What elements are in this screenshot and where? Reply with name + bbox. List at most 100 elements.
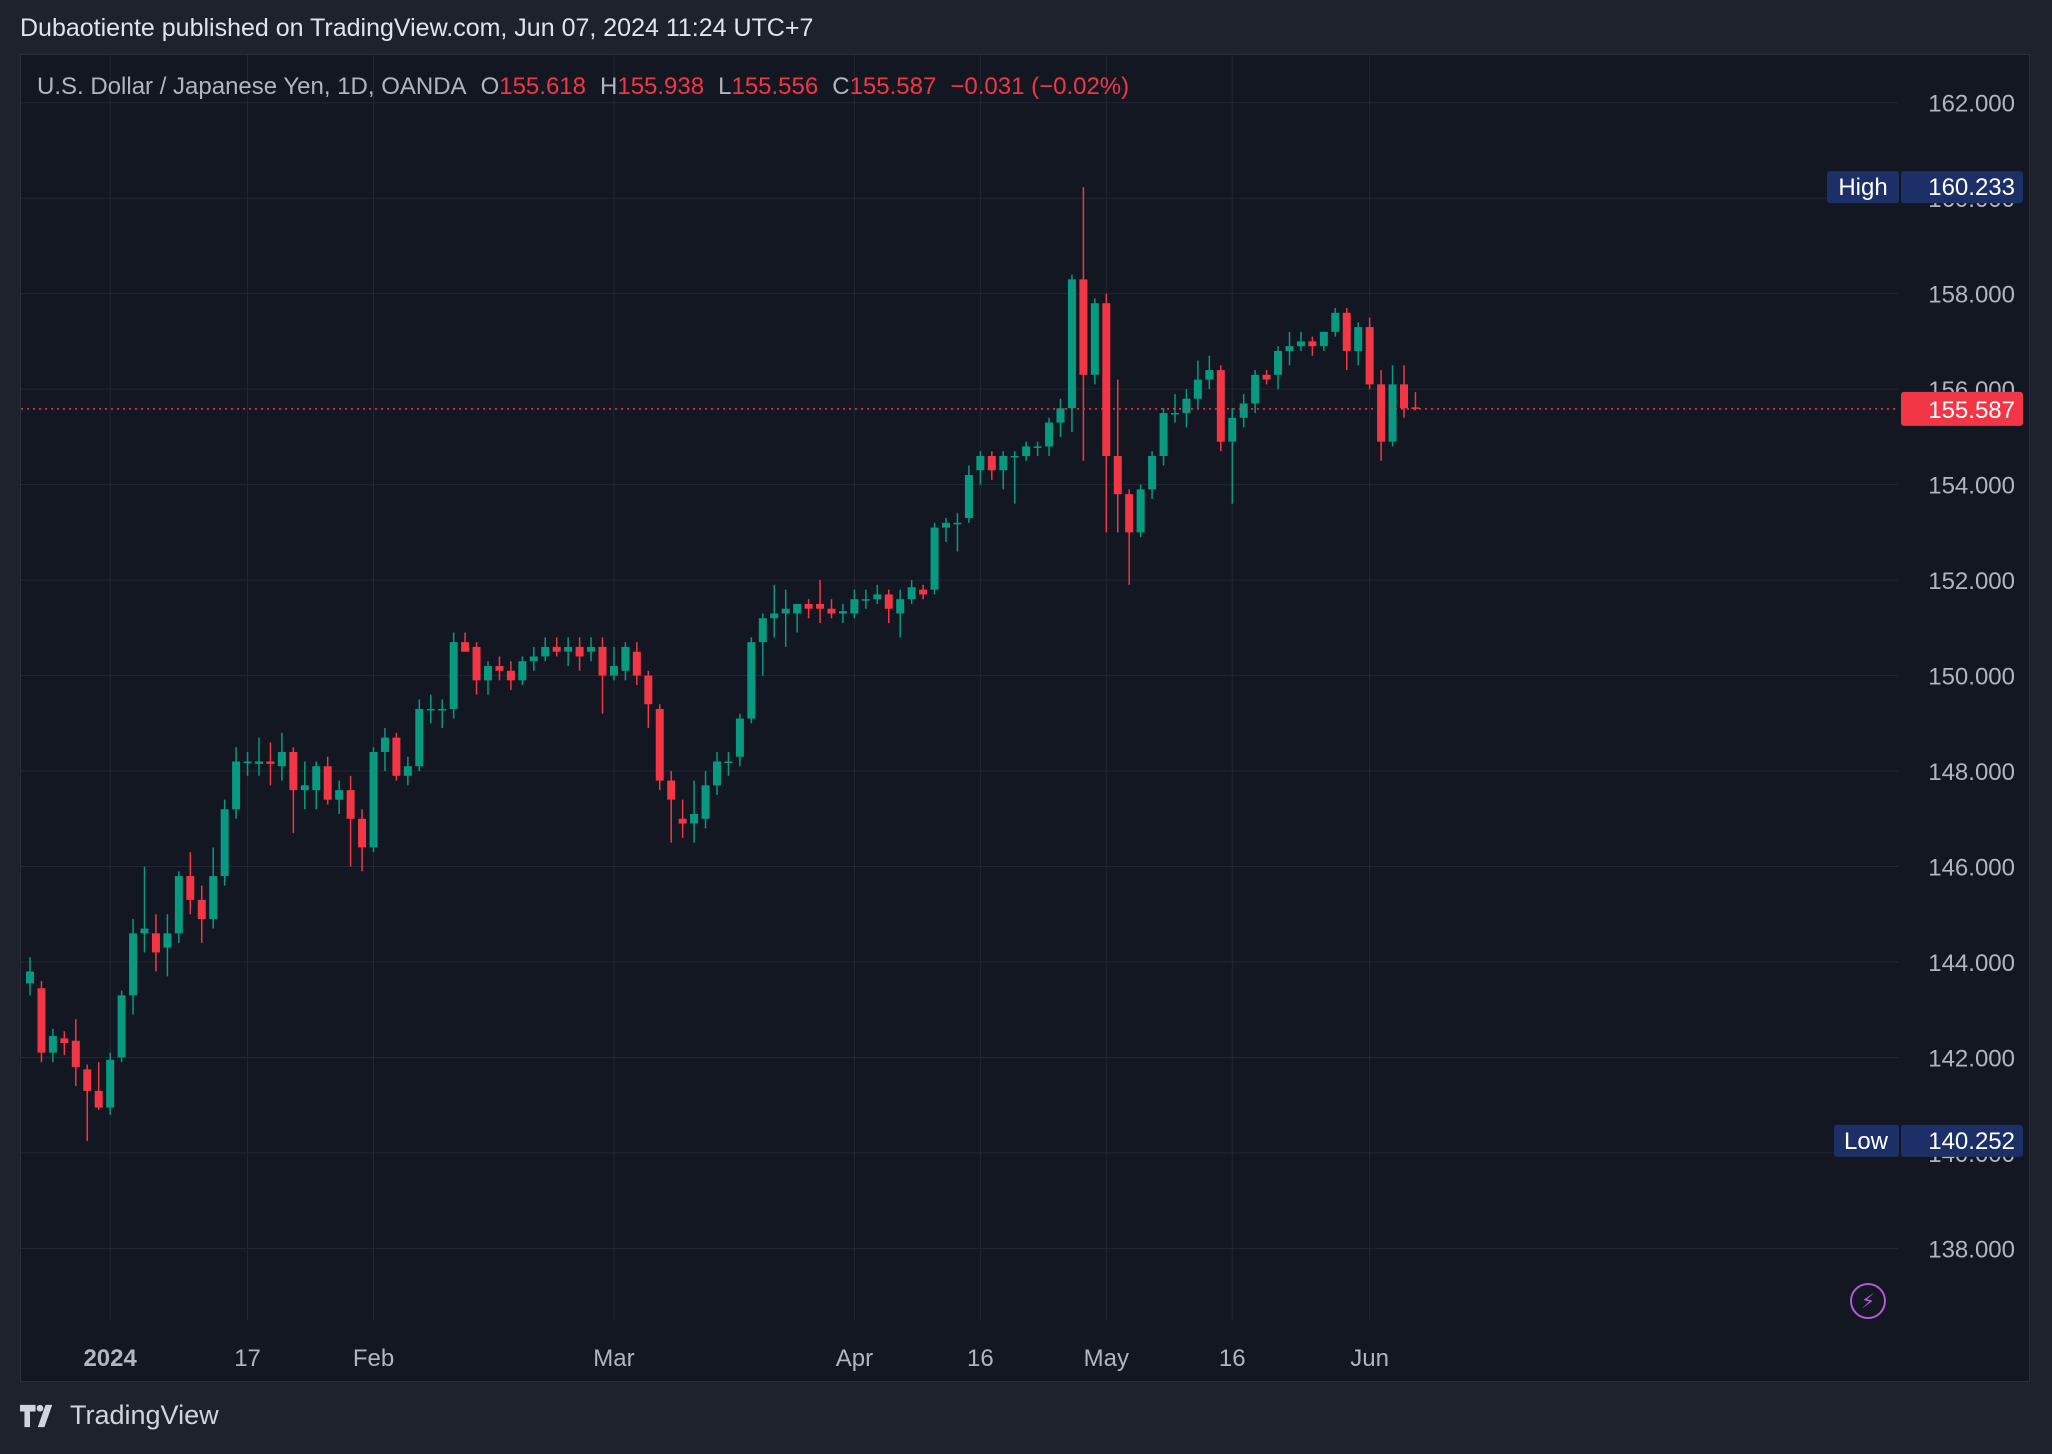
candle-body[interactable] xyxy=(987,455,996,471)
candle-body[interactable] xyxy=(609,666,618,676)
candle-body[interactable] xyxy=(1113,455,1122,495)
candle-body[interactable] xyxy=(1010,455,1019,458)
candle-body[interactable] xyxy=(735,718,744,757)
candle-body[interactable] xyxy=(678,818,687,824)
candle-body[interactable] xyxy=(1171,413,1179,415)
candle-body[interactable] xyxy=(1148,455,1157,490)
candle-body[interactable] xyxy=(426,708,435,711)
candle-body[interactable] xyxy=(1159,413,1168,456)
candle-body[interactable] xyxy=(1365,327,1374,385)
candle-body[interactable] xyxy=(449,642,458,709)
candle-body[interactable] xyxy=(1125,494,1134,533)
candle-body[interactable] xyxy=(1331,312,1340,332)
candle-body[interactable] xyxy=(701,785,710,819)
candle-body[interactable] xyxy=(71,1040,80,1067)
candle-body[interactable] xyxy=(1136,489,1145,533)
candle-body[interactable] xyxy=(129,933,138,996)
candle-body[interactable] xyxy=(1239,403,1248,418)
candle-body[interactable] xyxy=(140,928,149,934)
candle-body[interactable] xyxy=(518,661,527,681)
candle-body[interactable] xyxy=(1274,350,1283,375)
candle-body[interactable] xyxy=(1377,384,1386,442)
candle-body[interactable] xyxy=(541,646,550,657)
footer-brand[interactable]: TradingView xyxy=(20,1400,219,1431)
candle-body[interactable] xyxy=(461,642,470,652)
candle-body[interactable] xyxy=(60,1038,69,1044)
candle-body[interactable] xyxy=(1193,379,1202,399)
candle-body[interactable] xyxy=(1262,374,1271,380)
candle-body[interactable] xyxy=(48,1035,57,1053)
candle-body[interactable] xyxy=(312,766,321,791)
candle-body[interactable] xyxy=(724,761,733,763)
candle-body[interactable] xyxy=(484,666,492,681)
candle-body[interactable] xyxy=(598,646,607,676)
candle-body[interactable] xyxy=(827,608,836,614)
candle-body[interactable] xyxy=(232,761,241,810)
candle-body[interactable] xyxy=(1388,384,1397,442)
candle-body[interactable] xyxy=(850,599,859,614)
candle-body[interactable] xyxy=(816,603,825,609)
candle-body[interactable] xyxy=(1400,384,1408,409)
candle-body[interactable] xyxy=(1033,446,1042,448)
candle-body[interactable] xyxy=(94,1090,103,1108)
candle-body[interactable] xyxy=(37,988,46,1053)
candle-body[interactable] xyxy=(403,766,412,776)
candle-body[interactable] xyxy=(1285,346,1294,351)
candle-body[interactable] xyxy=(1354,327,1363,351)
candle-body[interactable] xyxy=(1067,279,1076,409)
candle-body[interactable] xyxy=(999,455,1008,471)
candle-body[interactable] xyxy=(1090,303,1099,375)
candle-body[interactable] xyxy=(1319,331,1328,347)
candle-body[interactable] xyxy=(907,587,916,600)
candle-body[interactable] xyxy=(186,876,195,900)
candle-body[interactable] xyxy=(506,670,515,681)
candle-body[interactable] xyxy=(323,766,332,800)
candle-body[interactable] xyxy=(1411,407,1420,409)
candle-body[interactable] xyxy=(930,527,939,590)
candle-body[interactable] xyxy=(953,522,962,525)
candle-body[interactable] xyxy=(758,618,767,643)
candle-body[interactable] xyxy=(392,737,401,776)
candle-body[interactable] xyxy=(873,594,882,600)
candle-body[interactable] xyxy=(655,708,664,781)
candle-body[interactable] xyxy=(472,646,481,681)
candle-body[interactable] xyxy=(83,1069,92,1091)
candle-body[interactable] xyxy=(747,642,756,719)
candle-body[interactable] xyxy=(1182,398,1191,414)
candle-body[interactable] xyxy=(976,455,985,471)
candle-body[interactable] xyxy=(209,876,218,920)
lightning-icon[interactable]: ⚡ xyxy=(1850,1283,1886,1319)
candle-body[interactable] xyxy=(1079,279,1088,375)
candle-body[interactable] xyxy=(266,761,275,764)
candle-body[interactable] xyxy=(26,971,34,984)
candle-body[interactable] xyxy=(1056,408,1065,423)
candle-body[interactable] xyxy=(529,656,538,662)
candle-body[interactable] xyxy=(804,603,813,609)
candle-body[interactable] xyxy=(1251,374,1260,404)
candle-body[interactable] xyxy=(358,818,367,848)
candle-body[interactable] xyxy=(277,751,286,767)
candle-body[interactable] xyxy=(690,814,699,824)
candle-body[interactable] xyxy=(438,708,447,711)
candle-body[interactable] xyxy=(770,613,779,619)
candle-body[interactable] xyxy=(255,761,263,764)
candle-body[interactable] xyxy=(1045,422,1054,447)
candle-body[interactable] xyxy=(667,780,676,800)
chart-panel[interactable] xyxy=(20,54,2030,1382)
candle-body[interactable] xyxy=(587,646,596,652)
candle-body[interactable] xyxy=(861,599,870,601)
candle-body[interactable] xyxy=(243,761,252,763)
candle-body[interactable] xyxy=(380,737,389,752)
candle-body[interactable] xyxy=(335,790,344,800)
candle-body[interactable] xyxy=(919,589,928,595)
candle-body[interactable] xyxy=(793,603,802,614)
candle-body[interactable] xyxy=(415,708,424,767)
candle-body[interactable] xyxy=(942,522,950,528)
candle-body[interactable] xyxy=(1296,341,1305,347)
candle-body[interactable] xyxy=(781,608,790,614)
candle-body[interactable] xyxy=(1102,303,1111,456)
candle-body[interactable] xyxy=(632,651,641,676)
candle-body[interactable] xyxy=(1022,446,1031,456)
candle-body[interactable] xyxy=(174,876,183,934)
